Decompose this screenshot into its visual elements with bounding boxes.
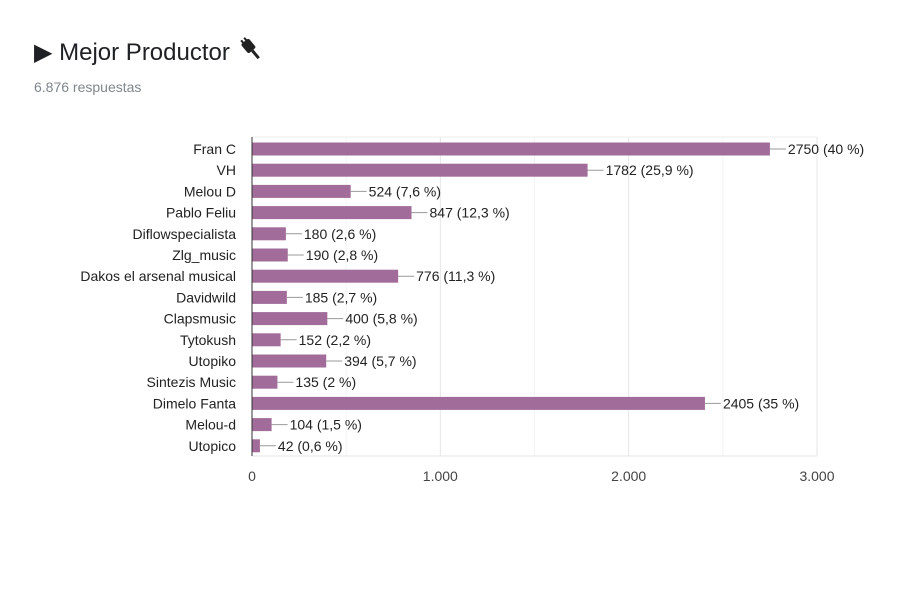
category-label: Utopico — [189, 438, 237, 454]
bar-4 — [252, 227, 286, 241]
data-label: 135 (2 %) — [295, 374, 356, 390]
category-label: Davidwild — [176, 289, 236, 305]
data-label: 394 (5,7 %) — [344, 353, 416, 369]
data-label: 2750 (40 %) — [788, 141, 864, 157]
bar-10 — [252, 354, 327, 368]
category-label: Zlg_music — [172, 247, 236, 263]
category-label: Melou D — [184, 183, 236, 199]
data-label: 42 (0,6 %) — [278, 438, 343, 454]
data-label: 152 (2,2 %) — [299, 332, 371, 348]
category-label: Clapsmusic — [164, 311, 236, 327]
bar-6 — [252, 269, 399, 283]
bar-7 — [252, 290, 287, 304]
data-label: 190 (2,8 %) — [306, 247, 378, 263]
category-label: Diflowspecialista — [133, 226, 237, 242]
electric-plug-icon — [238, 36, 264, 69]
chart-title: ▶ Mejor Productor — [34, 36, 264, 69]
data-label: 185 (2,7 %) — [305, 289, 377, 305]
bar-13 — [252, 418, 272, 432]
category-label: Pablo Feliu — [166, 205, 236, 221]
category-label: Dimelo Fanta — [153, 395, 236, 411]
x-tick-label: 0 — [248, 468, 256, 484]
category-label: Dakos el arsenal musical — [80, 268, 236, 284]
category-label: VH — [217, 162, 236, 178]
x-tick-label: 3.000 — [799, 468, 834, 484]
response-count: 6.876 respuestas — [34, 79, 142, 95]
x-tick-label: 1.000 — [423, 468, 458, 484]
bar-5 — [252, 248, 288, 262]
bar-14 — [252, 439, 260, 453]
data-label: 180 (2,6 %) — [304, 226, 376, 242]
data-label: 847 (12,3 %) — [430, 205, 510, 221]
title-text: ▶ Mejor Productor — [34, 39, 230, 66]
data-label: 400 (5,8 %) — [345, 311, 417, 327]
data-label: 104 (1,5 %) — [290, 417, 362, 433]
category-label: Tytokush — [180, 332, 236, 348]
data-label: 524 (7,6 %) — [369, 183, 441, 199]
category-label: Sintezis Music — [147, 374, 236, 390]
data-label: 2405 (35 %) — [723, 395, 799, 411]
bar-12 — [252, 396, 705, 410]
x-tick-label: 2.000 — [611, 468, 646, 484]
bar-3 — [252, 206, 412, 220]
bar-11 — [252, 375, 278, 389]
data-label: 1782 (25,9 %) — [606, 162, 694, 178]
bar-8 — [252, 312, 328, 326]
category-label: Melou-d — [185, 417, 236, 433]
data-label: 776 (11,3 %) — [416, 268, 495, 284]
category-label: Utopiko — [189, 353, 237, 369]
bar-2 — [252, 184, 351, 198]
category-label: Fran C — [193, 141, 236, 157]
bar-1 — [252, 163, 588, 177]
bar-0 — [252, 142, 770, 156]
bar-9 — [252, 333, 281, 347]
